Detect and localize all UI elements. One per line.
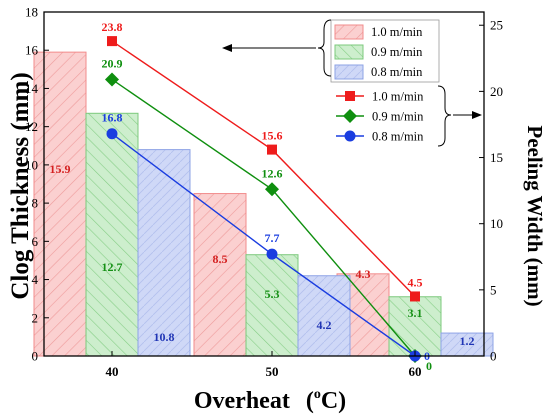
y-left-tick-label-0: 0: [32, 349, 39, 364]
point-2-1: [266, 248, 278, 260]
point-label-0-2: 4.5: [408, 275, 423, 289]
x-axis-title-unit-sup: o: [314, 387, 321, 402]
legend-bar-label-1: 0.9 m/min: [371, 45, 423, 59]
legend-lines-brace: [437, 85, 452, 147]
y-right-tick-label-0: 0: [490, 349, 497, 364]
bar-label-0-1: 8.5: [213, 252, 228, 266]
y-left-tick-label-2: 4: [32, 272, 39, 287]
y-left-tick-label-1: 2: [32, 310, 39, 325]
y-left-tick-label-5: 10: [25, 157, 38, 172]
bar-label-1-0: 12.7: [102, 260, 123, 274]
x-axis-title-unit-rest: C): [321, 388, 346, 414]
bar-label-1-1: 5.3: [265, 287, 280, 301]
plot-frame: [43, 11, 485, 357]
x-axis-title: Overheat (oC): [194, 387, 346, 414]
point-0-0: [107, 36, 117, 47]
point-0-2: [410, 291, 420, 302]
point-label-1-1: 12.6: [262, 166, 283, 180]
legend-line-marker-1: [343, 109, 357, 123]
y-left-tick-label-6: 12: [25, 119, 38, 134]
bar-label-0-0: 15.9: [50, 162, 71, 176]
y-right-axis-title: Peeling Width (mm): [523, 125, 547, 306]
y-left-axis-title: Clog Thickness (mm): [7, 72, 34, 299]
point-1-1: [265, 182, 279, 197]
bar-label-0-2: 4.3: [356, 267, 371, 281]
legend-bars-arrowhead: [222, 44, 232, 52]
y-left-tick-label-3: 6: [32, 234, 39, 249]
legend-bar-swatch-2: [334, 64, 364, 80]
legend-line-marker-2: [344, 130, 356, 142]
y-right-tick-label-3: 15: [490, 150, 503, 165]
bar-1-0: [85, 112, 139, 357]
point-0-1: [267, 144, 277, 155]
point-label-1-2: 0: [426, 359, 432, 373]
legend-line-label-1: 0.9 m/min: [372, 110, 424, 124]
legend-lines-arrowhead: [472, 111, 482, 119]
y-left-tick-label-4: 8: [32, 196, 39, 211]
legend-bar-swatch-1: [334, 44, 364, 60]
bar-label-2-1: 4.2: [317, 318, 332, 332]
y-left-tick-label-7: 14: [25, 81, 39, 96]
y-left-tick-label-8: 16: [25, 43, 39, 58]
legend-bar-label-2: 0.8 m/min: [371, 65, 423, 79]
legend-bar-swatch-0: [334, 24, 364, 40]
x-tick-label-2: 60: [409, 364, 422, 379]
point-label-0-1: 15.6: [262, 129, 283, 143]
x-axis-title-main: Overheat: [194, 388, 290, 414]
x-tick-label-0: 40: [106, 364, 119, 379]
point-label-2-0: 16.8: [102, 111, 123, 125]
bar-label-2-2: 1.2: [460, 334, 475, 348]
y-left-tick-label-9: 18: [25, 5, 38, 20]
legend-bars-brace: [317, 19, 332, 77]
legend-bar-label-0: 1.0 m/min: [371, 25, 423, 39]
y-right-tick-label-1: 5: [490, 282, 497, 297]
legend-line-label-0: 1.0 m/min: [372, 90, 424, 104]
bar-label-1-2: 3.1: [408, 306, 423, 320]
legend-line-label-2: 0.8 m/min: [372, 130, 424, 144]
point-1-0: [105, 72, 119, 87]
bar-2-1: [297, 275, 351, 357]
bar-0-0: [33, 51, 87, 357]
legend-line-marker-0: [345, 91, 355, 101]
point-label-1-0: 20.9: [102, 56, 123, 70]
point-label-0-0: 23.8: [102, 20, 123, 34]
point-label-2-1: 7.7: [265, 231, 280, 245]
bar-2-0: [137, 149, 191, 357]
x-tick-label-1: 50: [266, 364, 279, 379]
y-right-tick-label-5: 25: [490, 18, 503, 33]
point-2-0: [106, 128, 118, 140]
bar-label-2-0: 10.8: [154, 330, 175, 344]
y-right-tick-label-4: 20: [490, 84, 503, 99]
bar-1-1: [245, 254, 299, 357]
x-axis-title-unit-open: (: [306, 388, 314, 414]
bar-0-1: [193, 193, 247, 357]
y-right-tick-label-2: 10: [490, 216, 503, 231]
bar-1-2: [388, 296, 442, 357]
